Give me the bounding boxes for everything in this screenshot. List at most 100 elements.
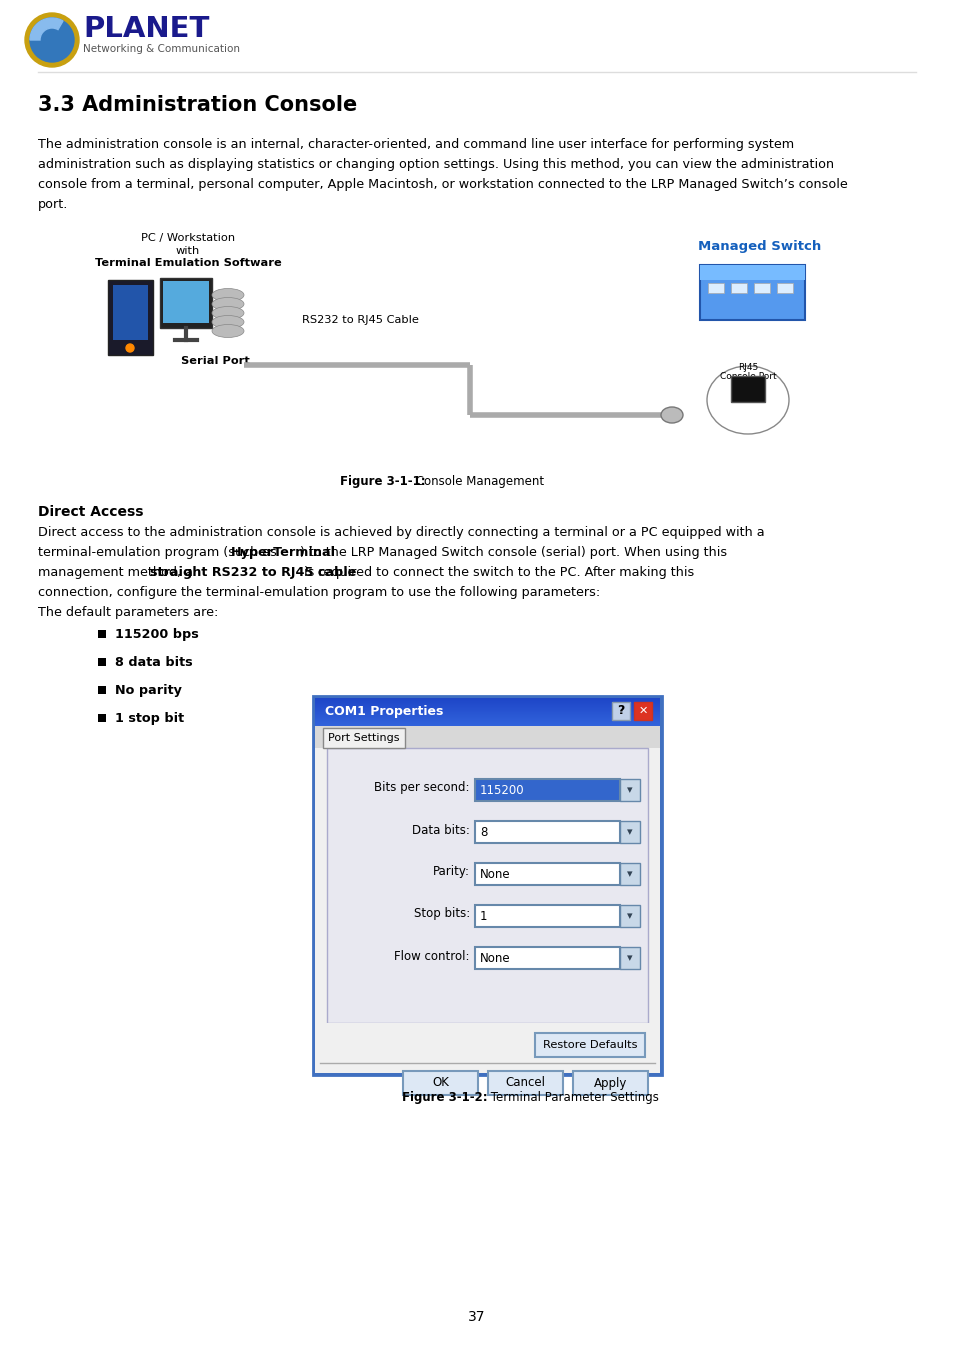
Text: Direct Access: Direct Access: [38, 505, 143, 518]
Text: port.: port.: [38, 198, 69, 211]
Ellipse shape: [212, 289, 244, 301]
Text: 37: 37: [468, 1310, 485, 1324]
Text: Figure 3-1-1:: Figure 3-1-1:: [339, 475, 425, 487]
Text: ✕: ✕: [638, 706, 647, 716]
Text: 1: 1: [479, 910, 487, 922]
Text: straight RS232 to RJ45 cable: straight RS232 to RJ45 cable: [151, 566, 356, 579]
FancyBboxPatch shape: [753, 284, 769, 293]
Text: Serial Port: Serial Port: [180, 356, 249, 366]
Text: Figure 3-1-2:: Figure 3-1-2:: [401, 1091, 487, 1104]
Wedge shape: [30, 18, 63, 40]
FancyBboxPatch shape: [475, 946, 619, 969]
Text: 8 data bits: 8 data bits: [115, 656, 193, 670]
FancyBboxPatch shape: [314, 726, 659, 748]
Text: 8: 8: [479, 825, 487, 838]
Text: console from a terminal, personal computer, Apple Macintosh, or workstation conn: console from a terminal, personal comput…: [38, 178, 847, 190]
Text: No parity: No parity: [115, 684, 182, 697]
FancyBboxPatch shape: [634, 702, 651, 720]
Text: None: None: [479, 952, 510, 964]
Text: with: with: [175, 246, 200, 256]
Text: Data bits:: Data bits:: [412, 824, 470, 837]
Ellipse shape: [706, 366, 788, 433]
FancyBboxPatch shape: [488, 1071, 562, 1095]
FancyBboxPatch shape: [619, 863, 639, 886]
Text: RS232 to RJ45 Cable: RS232 to RJ45 Cable: [301, 315, 418, 325]
FancyBboxPatch shape: [314, 1023, 659, 1073]
FancyBboxPatch shape: [619, 821, 639, 842]
FancyBboxPatch shape: [475, 779, 619, 801]
Text: PLANET: PLANET: [83, 15, 209, 43]
FancyBboxPatch shape: [160, 278, 212, 328]
FancyBboxPatch shape: [475, 821, 619, 842]
FancyBboxPatch shape: [402, 1071, 477, 1095]
Text: COM1 Properties: COM1 Properties: [325, 706, 443, 718]
Text: Flow control:: Flow control:: [395, 949, 470, 963]
Text: ▾: ▾: [626, 911, 632, 921]
FancyBboxPatch shape: [619, 779, 639, 801]
Text: Managed Switch: Managed Switch: [698, 240, 821, 252]
Text: Direct access to the administration console is achieved by directly connecting a: Direct access to the administration cons…: [38, 526, 763, 539]
Text: Networking & Communication: Networking & Communication: [83, 45, 240, 54]
Text: Port Settings: Port Settings: [328, 733, 399, 743]
FancyBboxPatch shape: [707, 284, 723, 293]
FancyBboxPatch shape: [314, 698, 659, 1073]
FancyBboxPatch shape: [612, 702, 629, 720]
FancyBboxPatch shape: [98, 657, 106, 666]
Text: is required to connect the switch to the PC. After making this: is required to connect the switch to the…: [300, 566, 694, 579]
Text: terminal-emulation program (such as: terminal-emulation program (such as: [38, 545, 280, 559]
Text: Cancel: Cancel: [505, 1076, 545, 1089]
FancyBboxPatch shape: [730, 377, 764, 402]
FancyBboxPatch shape: [619, 904, 639, 927]
Text: Console Port: Console Port: [719, 373, 776, 381]
Ellipse shape: [212, 306, 244, 320]
FancyBboxPatch shape: [573, 1071, 647, 1095]
FancyBboxPatch shape: [98, 714, 106, 722]
FancyBboxPatch shape: [98, 686, 106, 694]
Text: None: None: [479, 868, 510, 880]
Circle shape: [126, 344, 133, 352]
FancyBboxPatch shape: [323, 728, 405, 748]
FancyBboxPatch shape: [619, 946, 639, 969]
Text: administration such as displaying statistics or changing option settings. Using : administration such as displaying statis…: [38, 158, 833, 171]
Text: HyperTerminal: HyperTerminal: [231, 545, 335, 559]
Text: management method, a: management method, a: [38, 566, 196, 579]
FancyBboxPatch shape: [475, 904, 619, 927]
Text: Restore Defaults: Restore Defaults: [542, 1040, 637, 1050]
Text: The administration console is an internal, character-oriented, and command line : The administration console is an interna…: [38, 138, 793, 151]
Text: ?: ?: [617, 705, 624, 717]
Text: Bits per second:: Bits per second:: [375, 782, 470, 795]
Text: 1 stop bit: 1 stop bit: [115, 711, 184, 725]
FancyBboxPatch shape: [327, 748, 647, 1023]
FancyBboxPatch shape: [730, 284, 746, 293]
FancyBboxPatch shape: [535, 1033, 644, 1057]
Ellipse shape: [212, 297, 244, 310]
FancyBboxPatch shape: [313, 697, 661, 1075]
FancyBboxPatch shape: [700, 265, 804, 320]
Text: 3.3 Administration Console: 3.3 Administration Console: [38, 95, 356, 115]
Text: Terminal Emulation Software: Terminal Emulation Software: [94, 258, 281, 269]
Text: 115200 bps: 115200 bps: [115, 628, 198, 641]
Text: ▾: ▾: [626, 953, 632, 963]
Text: The default parameters are:: The default parameters are:: [38, 606, 218, 620]
Circle shape: [30, 18, 74, 62]
FancyBboxPatch shape: [700, 265, 804, 279]
Text: ▾: ▾: [626, 869, 632, 879]
Ellipse shape: [660, 406, 682, 423]
Ellipse shape: [212, 324, 244, 338]
Text: Stop bits:: Stop bits:: [414, 907, 470, 921]
Text: 115200: 115200: [479, 783, 524, 796]
Text: OK: OK: [432, 1076, 449, 1089]
Text: Console Management: Console Management: [412, 475, 543, 487]
Text: Apply: Apply: [593, 1076, 626, 1089]
Text: Terminal Parameter Settings: Terminal Parameter Settings: [487, 1091, 659, 1104]
FancyBboxPatch shape: [108, 279, 152, 355]
Ellipse shape: [212, 316, 244, 328]
Text: PC / Workstation: PC / Workstation: [141, 234, 234, 243]
Text: ) to the LRP Managed Switch console (serial) port. When using this: ) to the LRP Managed Switch console (ser…: [300, 545, 726, 559]
FancyBboxPatch shape: [112, 285, 148, 340]
FancyBboxPatch shape: [475, 863, 619, 886]
FancyBboxPatch shape: [776, 284, 792, 293]
Text: Parity:: Parity:: [433, 865, 470, 879]
Text: ▾: ▾: [626, 828, 632, 837]
Circle shape: [25, 14, 79, 68]
